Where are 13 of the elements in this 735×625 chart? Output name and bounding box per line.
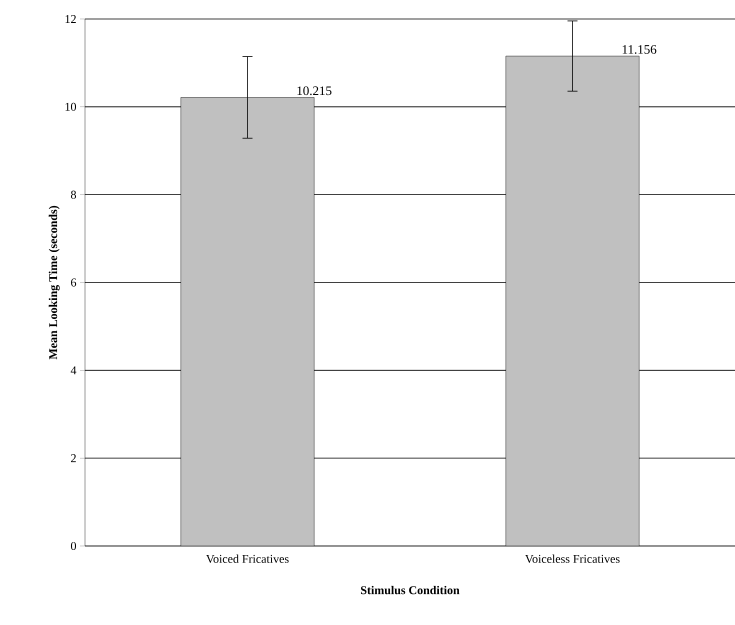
x-tick-label: Voiceless Fricatives — [525, 554, 620, 563]
y-tick-label: 6 — [71, 278, 76, 286]
x-axis-title: Stimulus Condition — [360, 586, 460, 594]
y-tick-label: 12 — [66, 15, 76, 23]
y-tick-label: 8 — [70, 190, 76, 199]
y-tick-label: 4 — [70, 366, 76, 374]
data-label: 11.156 — [622, 45, 656, 54]
y-tick-label: 2 — [71, 454, 76, 462]
y-axis-title: Mean Looking Time (seconds) — [48, 206, 60, 360]
y-tick-label: 0 — [70, 542, 76, 550]
data-label: 10.215 — [297, 86, 332, 96]
x-tick-label: Voiced Fricatives — [206, 554, 289, 563]
y-tick-label: 10 — [66, 102, 76, 111]
